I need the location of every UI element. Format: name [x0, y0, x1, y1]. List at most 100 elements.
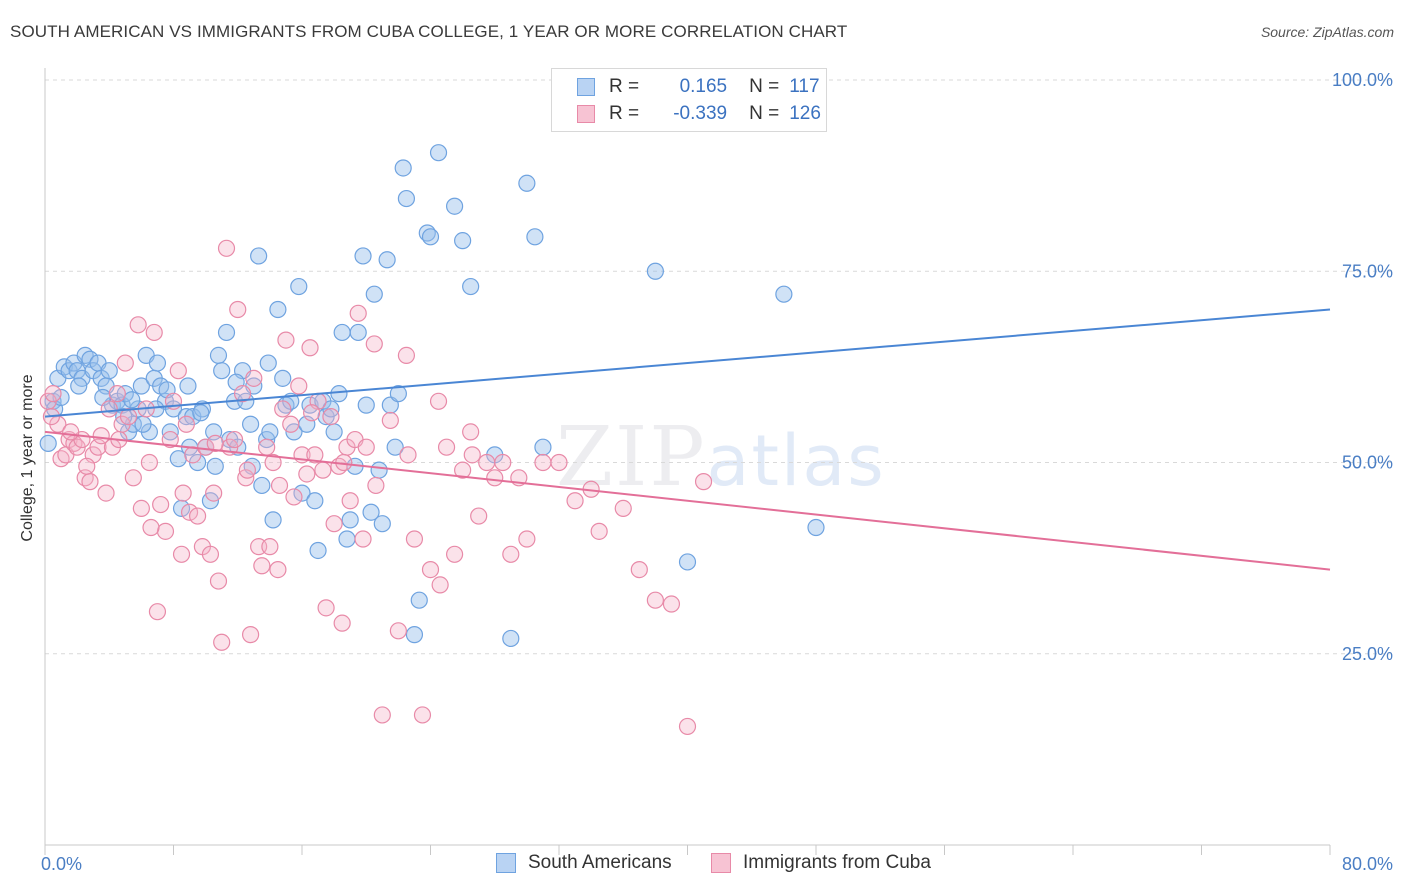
data-point-immigrants-from-cuba: [129, 316, 147, 334]
data-point-immigrants-from-cuba: [397, 346, 416, 364]
data-point-south-americans: [389, 385, 407, 403]
data-point-immigrants-from-cuba: [180, 503, 199, 521]
data-point-immigrants-from-cuba: [238, 461, 256, 479]
data-point-south-americans: [242, 415, 260, 433]
legend-n-value-immigrants-from-cuba: 126: [789, 103, 821, 124]
stats-legend: R = 0.165 N = 117 R = -0.339 N = 126: [551, 68, 827, 132]
data-point-south-americans: [405, 626, 424, 644]
data-point-immigrants-from-cuba: [269, 560, 287, 579]
data-point-immigrants-from-cuba: [264, 453, 282, 472]
data-point-immigrants-from-cuba: [614, 499, 632, 517]
data-point-immigrants-from-cuba: [694, 473, 713, 491]
data-point-immigrants-from-cuba: [367, 476, 385, 495]
data-point-south-americans: [341, 511, 359, 529]
data-point-south-americans: [309, 541, 327, 560]
data-point-immigrants-from-cuba: [421, 560, 440, 579]
data-point-south-americans: [397, 189, 416, 208]
x-tick-label: 0.0%: [41, 854, 82, 874]
data-point-immigrants-from-cuba: [229, 300, 247, 319]
data-point-immigrants-from-cuba: [97, 484, 115, 502]
data-point-south-americans: [678, 553, 697, 571]
data-point-immigrants-from-cuba: [373, 706, 391, 724]
data-point-south-americans: [807, 518, 825, 537]
y-tick-label: 75.0%: [1342, 261, 1393, 281]
data-point-south-americans: [52, 388, 70, 407]
data-point-immigrants-from-cuba: [145, 323, 163, 342]
legend-r-label: R =: [609, 103, 640, 124]
data-point-immigrants-from-cuba: [261, 538, 279, 556]
legend-r-label: R =: [609, 76, 640, 97]
bottom-legend: South Americans Immigrants from Cuba: [0, 852, 1406, 878]
x-tick-label: 80.0%: [1342, 854, 1393, 874]
data-point-immigrants-from-cuba: [44, 385, 62, 403]
data-point-south-americans: [274, 369, 292, 387]
data-point-immigrants-from-cuba: [242, 626, 260, 644]
data-point-immigrants-from-cuba: [233, 385, 252, 403]
data-point-south-americans: [330, 385, 348, 403]
data-point-south-americans: [338, 530, 356, 548]
data-point-immigrants-from-cuba: [454, 461, 472, 479]
data-point-immigrants-from-cuba: [678, 717, 697, 736]
data-point-immigrants-from-cuba: [209, 572, 228, 590]
data-point-immigrants-from-cuba: [381, 411, 399, 430]
data-point-immigrants-from-cuba: [478, 453, 496, 472]
data-point-immigrants-from-cuba: [590, 522, 608, 540]
data-point-immigrants-from-cuba: [322, 408, 340, 426]
data-point-immigrants-from-cuba: [78, 457, 96, 475]
data-point-immigrants-from-cuba: [62, 423, 80, 441]
data-point-immigrants-from-cuba: [285, 488, 303, 506]
legend-r-value-immigrants-from-cuba: -0.339: [673, 103, 728, 124]
data-point-immigrants-from-cuba: [156, 522, 175, 540]
bottom-legend-immigrants-from-cuba[interactable]: Immigrants from Cuba: [711, 852, 931, 874]
data-point-immigrants-from-cuba: [298, 465, 316, 483]
data-point-immigrants-from-cuba: [177, 415, 195, 433]
data-point-south-americans: [217, 323, 236, 342]
data-point-immigrants-from-cuba: [463, 446, 481, 464]
data-point-south-americans: [290, 277, 308, 296]
data-point-immigrants-from-cuba: [301, 339, 319, 357]
data-point-immigrants-from-cuba: [646, 591, 664, 609]
data-point-south-americans: [378, 251, 396, 269]
data-point-immigrants-from-cuba: [413, 706, 432, 724]
data-point-south-americans: [454, 232, 472, 250]
bottom-legend-swatch-immigrants-from-cuba: [711, 853, 731, 873]
legend-swatch-south-americans: [577, 78, 595, 96]
data-point-immigrants-from-cuba: [333, 614, 351, 632]
data-point-immigrants-from-cuba: [152, 495, 170, 514]
data-point-south-americans: [253, 476, 271, 495]
data-point-south-americans: [429, 144, 448, 162]
legend-n-label: N =: [749, 76, 780, 97]
data-point-south-americans: [261, 423, 279, 441]
data-point-south-americans: [365, 285, 383, 303]
data-point-immigrants-from-cuba: [174, 484, 192, 502]
data-point-south-americans: [394, 159, 412, 177]
bottom-legend-swatch-south-americans: [496, 853, 516, 873]
data-point-immigrants-from-cuba: [354, 530, 372, 548]
data-point-south-americans: [70, 377, 88, 395]
data-point-immigrants-from-cuba: [365, 335, 383, 353]
data-point-south-americans: [250, 247, 268, 265]
data-point-immigrants-from-cuba: [148, 603, 167, 621]
data-point-south-americans: [462, 277, 480, 296]
data-point-immigrants-from-cuba: [494, 453, 512, 472]
data-point-south-americans: [264, 511, 282, 529]
data-point-south-americans: [421, 228, 440, 246]
data-point-immigrants-from-cuba: [357, 438, 375, 456]
data-point-immigrants-from-cuba: [349, 304, 367, 322]
data-point-immigrants-from-cuba: [431, 576, 449, 594]
data-point-immigrants-from-cuba: [303, 404, 321, 422]
data-point-immigrants-from-cuba: [108, 385, 126, 403]
data-point-immigrants-from-cuba: [188, 507, 207, 525]
data-point-immigrants-from-cuba: [100, 400, 118, 418]
data-point-immigrants-from-cuba: [429, 392, 448, 410]
data-point-immigrants-from-cuba: [119, 408, 138, 426]
data-point-immigrants-from-cuba: [550, 453, 568, 472]
bottom-legend-label-immigrants-from-cuba: Immigrants from Cuba: [743, 852, 931, 873]
data-point-immigrants-from-cuba: [270, 476, 289, 495]
data-point-south-americans: [134, 415, 152, 433]
legend-row-immigrants-from-cuba: R = -0.339 N = 126: [552, 101, 821, 127]
bottom-legend-south-americans[interactable]: South Americans: [496, 852, 672, 874]
data-point-immigrants-from-cuba: [274, 400, 292, 418]
data-point-south-americans: [206, 457, 224, 475]
